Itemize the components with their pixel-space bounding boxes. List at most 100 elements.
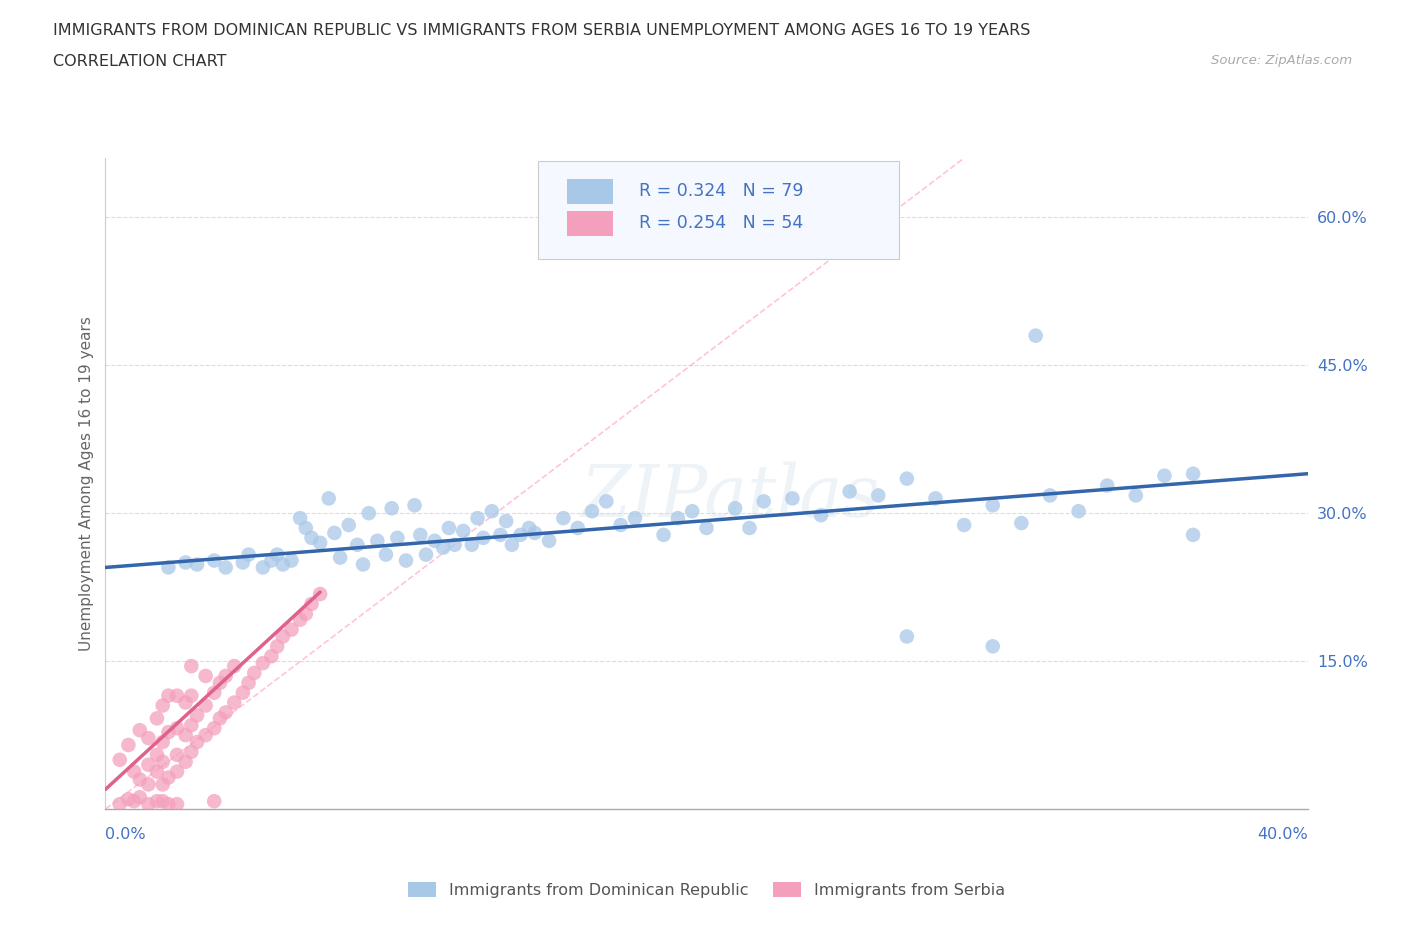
Point [395,553,418,568]
Point [180,688,202,703]
Point [581,504,603,519]
Point [166,797,188,812]
Point [1125,488,1147,503]
Point [138,731,160,746]
Point [981,498,1004,512]
Point [280,622,302,637]
FancyBboxPatch shape [538,162,898,259]
Point [117,791,139,806]
Point [481,504,503,519]
Point [953,518,976,533]
Point [174,555,197,570]
Point [280,553,302,568]
Point [152,698,174,713]
Point [896,472,918,486]
Point [810,508,832,523]
Point [180,658,202,673]
Point [108,752,131,767]
Point [260,649,283,664]
Point [509,527,531,542]
Point [152,794,174,809]
Point [896,629,918,644]
Point [437,521,460,536]
Point [208,711,231,725]
Point [266,639,288,654]
Point [194,698,217,713]
Point [1025,328,1047,343]
Point [243,666,266,681]
Point [624,511,647,525]
Point [301,596,323,611]
Point [174,754,197,769]
Point [186,735,208,750]
Point [323,525,346,540]
Point [567,521,589,536]
Point [374,547,396,562]
Text: ZIPatlas: ZIPatlas [581,461,880,532]
Point [202,721,225,736]
Point [387,530,409,545]
Point [166,764,188,779]
Point [202,794,225,809]
Point [461,538,484,552]
Point [681,504,703,519]
Bar [567,179,613,204]
Point [157,688,180,703]
Point [202,553,225,568]
Point [609,518,631,533]
Point [782,491,804,506]
Point [523,525,546,540]
Point [337,518,360,533]
Point [152,735,174,750]
Point [138,797,160,812]
Point [404,498,426,512]
Point [157,797,180,812]
Point [301,530,323,545]
Point [432,540,454,555]
Point [252,560,274,575]
Point [381,501,404,516]
Bar [567,211,613,236]
Text: IMMIGRANTS FROM DOMINICAN REPUBLIC VS IMMIGRANTS FROM SERBIA UNEMPLOYMENT AMONG : IMMIGRANTS FROM DOMINICAN REPUBLIC VS IM… [53,23,1031,38]
Point [224,658,246,673]
Point [696,521,718,536]
Point [1010,515,1032,530]
Point [117,737,139,752]
Point [146,748,169,763]
Point [252,656,274,671]
Point [868,488,890,503]
Point [166,721,188,736]
Point [108,797,131,812]
Point [271,629,294,644]
Point [595,494,617,509]
Point [152,777,174,791]
Point [724,501,747,516]
Point [1067,504,1090,519]
Point [122,764,145,779]
Point [180,718,202,733]
Point [295,521,318,536]
Point [838,484,860,498]
Point [166,688,188,703]
Point [652,527,675,542]
Point [194,669,217,684]
Point [174,727,197,742]
Point [186,557,208,572]
Point [423,534,446,549]
Point [238,547,260,562]
Point [346,538,368,552]
Point [224,695,246,710]
Point [232,685,254,700]
Text: CORRELATION CHART: CORRELATION CHART [53,54,226,69]
Point [1039,488,1062,503]
Y-axis label: Unemployment Among Ages 16 to 19 years: Unemployment Among Ages 16 to 19 years [79,316,94,651]
Point [1182,466,1205,481]
Point [1182,527,1205,542]
Point [157,560,180,575]
Point [467,511,489,525]
Text: R = 0.324   N = 79: R = 0.324 N = 79 [640,181,804,200]
Point [194,727,217,742]
Point [409,527,432,542]
Point [443,538,465,552]
Point [472,530,495,545]
